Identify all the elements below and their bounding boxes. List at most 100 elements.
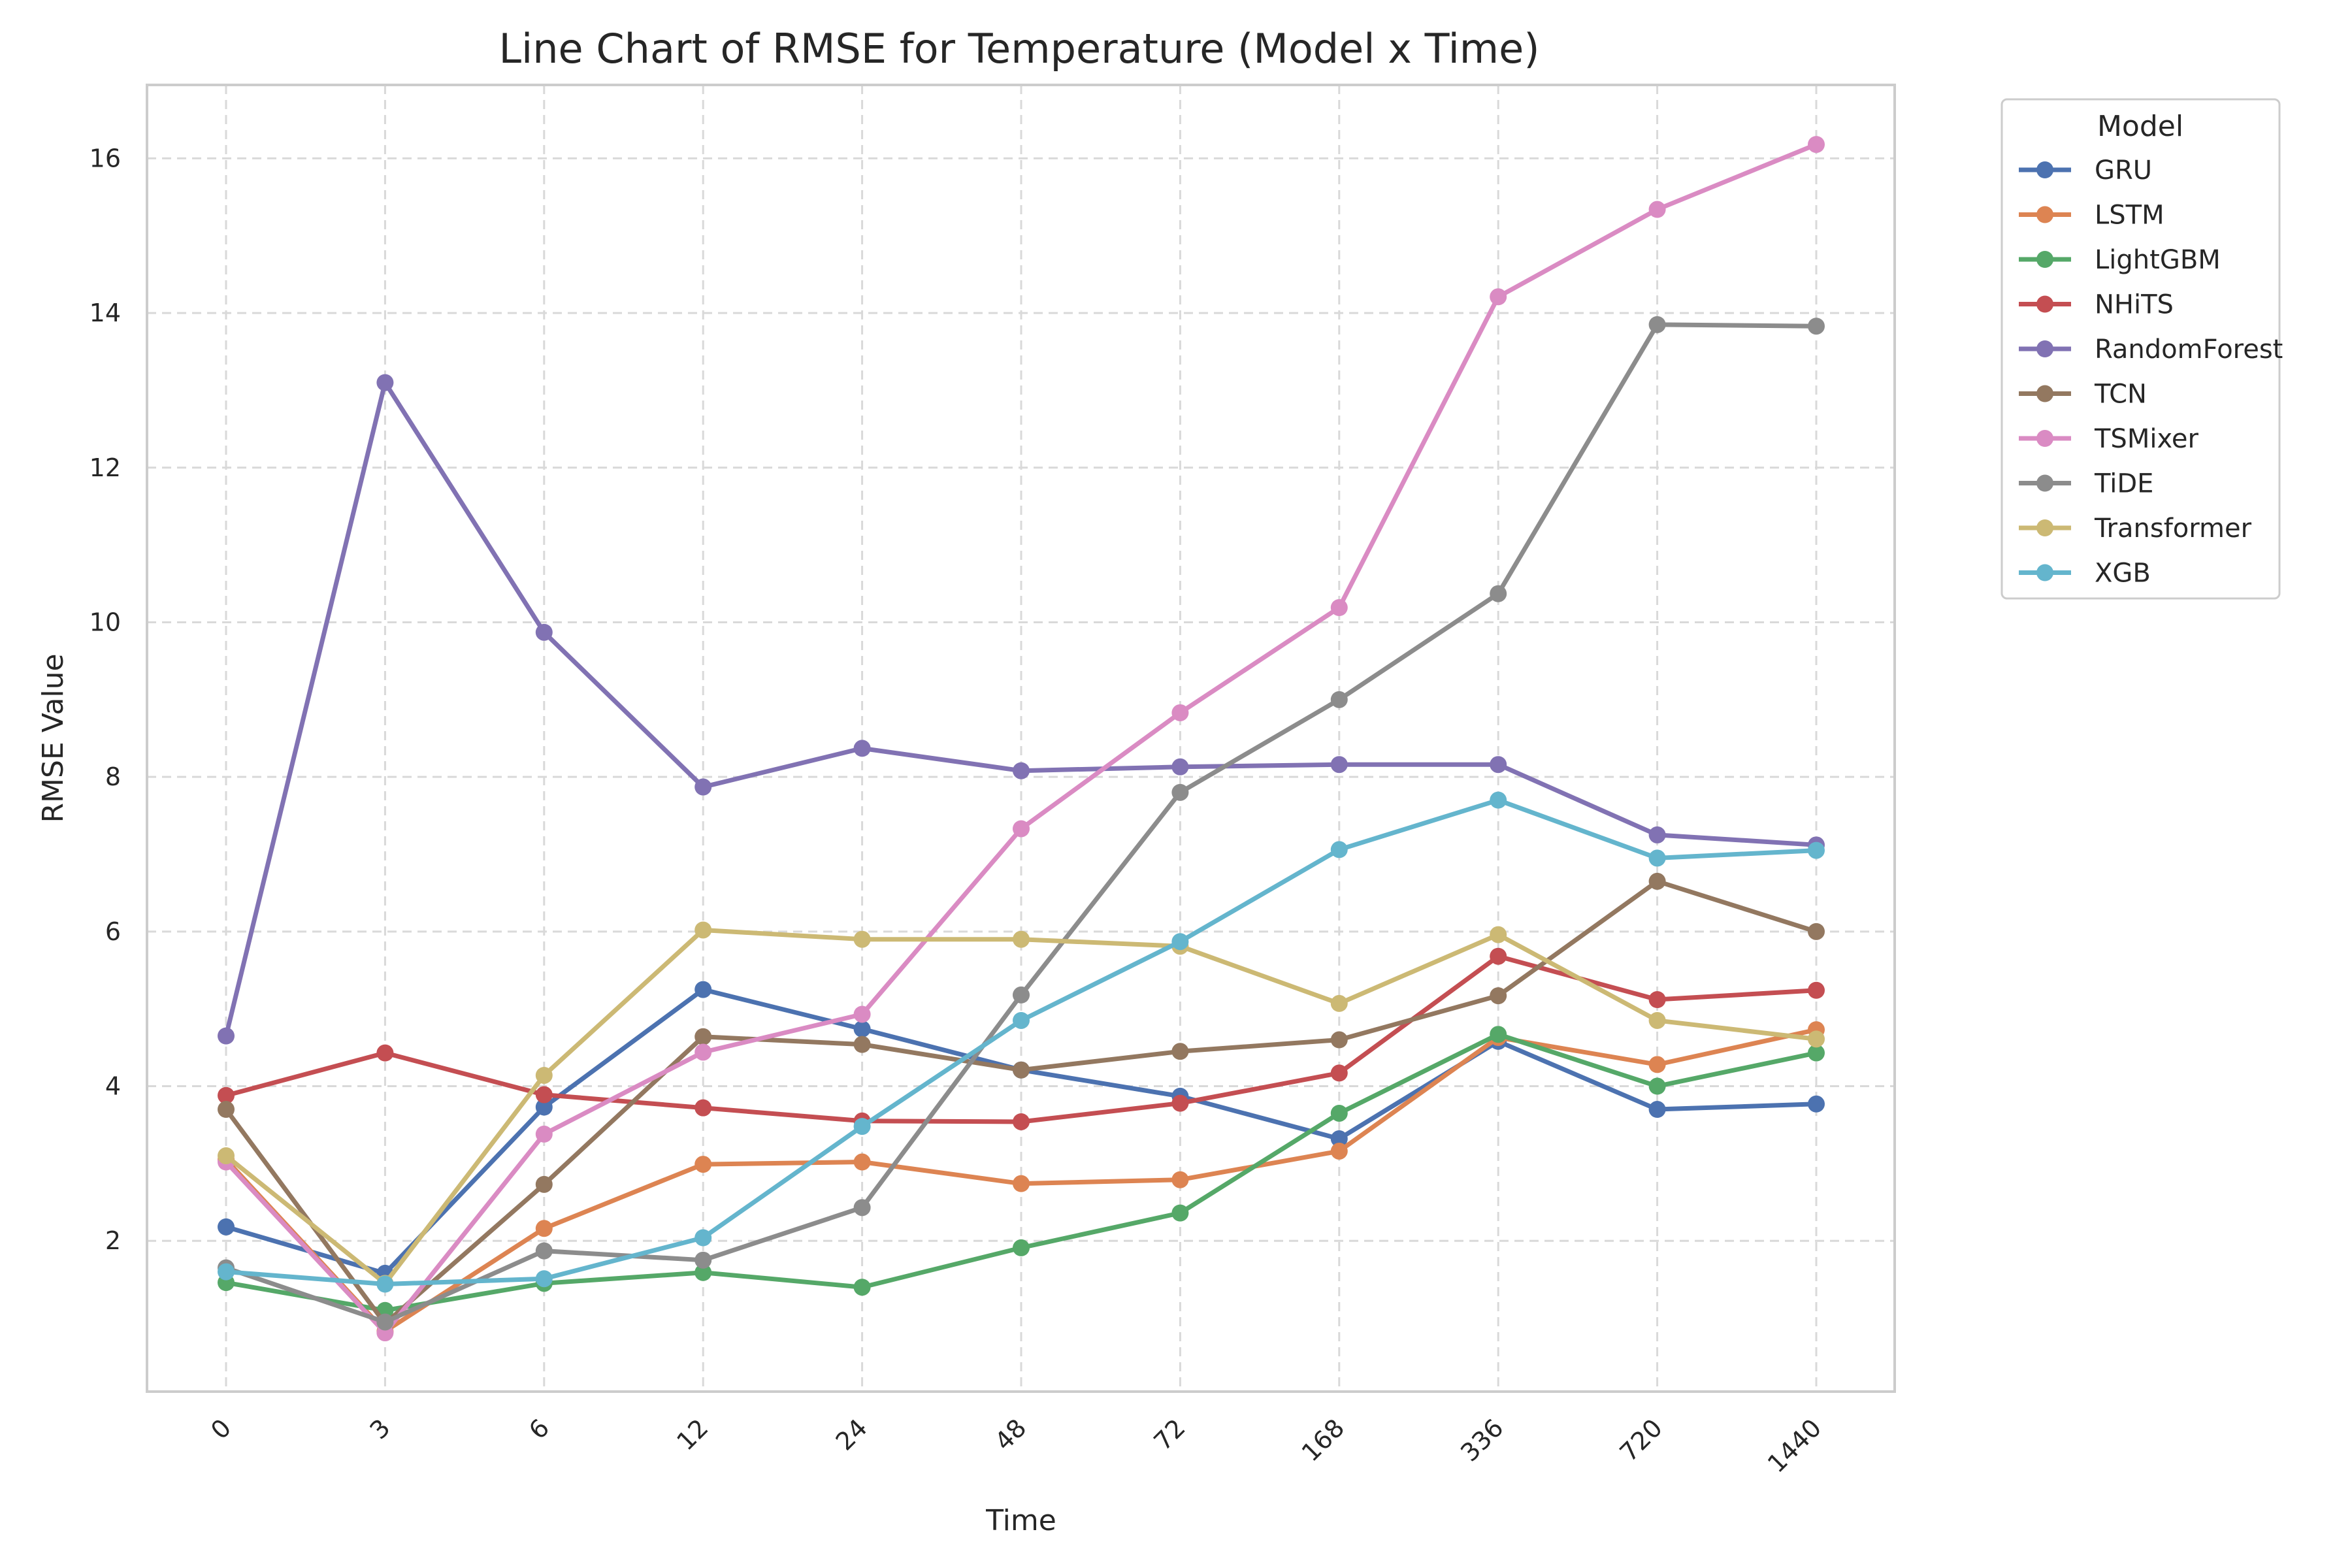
data-point bbox=[1013, 1239, 1030, 1256]
legend-label: LightGBM bbox=[2095, 245, 2221, 275]
data-point bbox=[1648, 991, 1666, 1008]
data-point bbox=[1171, 1094, 1189, 1112]
data-point bbox=[1808, 1030, 1825, 1048]
legend-swatch-marker bbox=[2036, 385, 2053, 402]
series-lightgbm bbox=[218, 1026, 1825, 1319]
data-point bbox=[535, 1066, 553, 1084]
data-point bbox=[1330, 1064, 1348, 1082]
legend-label: NHiTS bbox=[2095, 290, 2174, 320]
data-point bbox=[1013, 1061, 1030, 1079]
data-point bbox=[535, 1242, 553, 1260]
legend-box bbox=[2001, 98, 2281, 600]
data-point bbox=[1490, 288, 1507, 306]
data-point bbox=[535, 1175, 553, 1193]
data-point bbox=[218, 1147, 235, 1165]
data-point bbox=[1013, 820, 1030, 838]
legend-label: TiDE bbox=[2094, 469, 2153, 499]
data-point bbox=[1330, 756, 1348, 774]
data-point bbox=[1013, 986, 1030, 1004]
legend-label: GRU bbox=[2095, 155, 2152, 186]
data-series bbox=[218, 136, 1825, 1342]
data-point bbox=[1490, 947, 1507, 965]
data-point bbox=[1330, 1104, 1348, 1122]
data-point bbox=[694, 981, 712, 998]
data-point bbox=[1171, 783, 1189, 801]
data-point bbox=[1648, 201, 1666, 218]
data-point bbox=[853, 1279, 871, 1296]
data-point bbox=[853, 1036, 871, 1053]
legend-items: GRU LSTM LightGBM NHiTS RandomForest TCN TSMix… bbox=[2019, 155, 2283, 589]
data-point bbox=[1330, 841, 1348, 858]
y-tick-label: 12 bbox=[90, 453, 121, 482]
legend-item: Transformer bbox=[2019, 514, 2252, 544]
data-point bbox=[1171, 1043, 1189, 1060]
data-point bbox=[1490, 1026, 1507, 1043]
data-point bbox=[376, 374, 394, 391]
data-point bbox=[1648, 316, 1666, 333]
data-point bbox=[853, 1153, 871, 1171]
data-point bbox=[218, 1218, 235, 1235]
data-point bbox=[1808, 136, 1825, 154]
legend-swatch-marker bbox=[2036, 206, 2053, 223]
data-point bbox=[694, 1264, 712, 1281]
data-point bbox=[694, 1043, 712, 1061]
data-point bbox=[1490, 585, 1507, 602]
legend-swatch-marker bbox=[2036, 161, 2053, 178]
data-point bbox=[1330, 599, 1348, 616]
series-tsmixer bbox=[218, 136, 1825, 1342]
data-point bbox=[535, 623, 553, 641]
data-point bbox=[853, 1020, 871, 1037]
legend-label: Transformer bbox=[2094, 514, 2252, 544]
legend-label: TSMixer bbox=[2094, 424, 2199, 454]
data-point bbox=[1648, 1056, 1666, 1073]
data-point bbox=[1171, 933, 1189, 951]
data-point bbox=[694, 1099, 712, 1117]
data-point bbox=[1648, 1077, 1666, 1095]
data-point bbox=[1648, 1011, 1666, 1029]
data-point bbox=[218, 1086, 235, 1104]
legend-swatch-marker bbox=[2036, 430, 2053, 447]
legend: Model GRU LSTM LightGBM NHiTS RandomForest TC… bbox=[2001, 98, 2283, 600]
data-point bbox=[853, 930, 871, 948]
legend-swatch-marker bbox=[2036, 474, 2053, 492]
legend-item: GRU bbox=[2019, 155, 2152, 186]
data-point bbox=[1648, 849, 1666, 867]
data-point bbox=[1013, 762, 1030, 779]
data-point bbox=[694, 921, 712, 939]
data-point bbox=[535, 1270, 553, 1288]
legend-item: LSTM bbox=[2019, 201, 2164, 231]
chart-title: Line Chart of RMSE for Temperature (Mode… bbox=[498, 25, 1539, 73]
data-point bbox=[218, 1263, 235, 1281]
y-tick-label: 2 bbox=[105, 1226, 121, 1255]
legend-label: RandomForest bbox=[2095, 335, 2283, 365]
data-point bbox=[1808, 1095, 1825, 1113]
data-point bbox=[853, 1118, 871, 1135]
y-tick-label: 10 bbox=[90, 608, 121, 636]
data-point bbox=[1490, 987, 1507, 1005]
y-tick-label: 6 bbox=[105, 917, 121, 946]
data-point bbox=[1330, 1031, 1348, 1049]
data-point bbox=[1330, 994, 1348, 1012]
y-tick-label: 16 bbox=[90, 144, 121, 172]
data-point bbox=[1013, 930, 1030, 948]
data-point bbox=[1808, 981, 1825, 999]
data-point bbox=[1171, 1204, 1189, 1222]
data-point bbox=[853, 1199, 871, 1217]
legend-swatch-marker bbox=[2036, 295, 2053, 313]
series-tide bbox=[218, 316, 1825, 1331]
y-tick-label: 8 bbox=[105, 762, 121, 791]
data-point bbox=[1330, 691, 1348, 708]
data-point bbox=[1490, 756, 1507, 774]
data-point bbox=[1808, 1044, 1825, 1062]
data-point bbox=[1330, 1142, 1348, 1160]
data-point bbox=[218, 1101, 235, 1119]
legend-label: TCN bbox=[2094, 380, 2147, 410]
data-point bbox=[376, 1313, 394, 1331]
data-point bbox=[1808, 923, 1825, 940]
legend-item: TiDE bbox=[2019, 469, 2153, 499]
legend-swatch-marker bbox=[2036, 340, 2053, 357]
x-axis-title: Time bbox=[985, 1504, 1056, 1537]
plot-frame bbox=[146, 84, 1896, 1393]
